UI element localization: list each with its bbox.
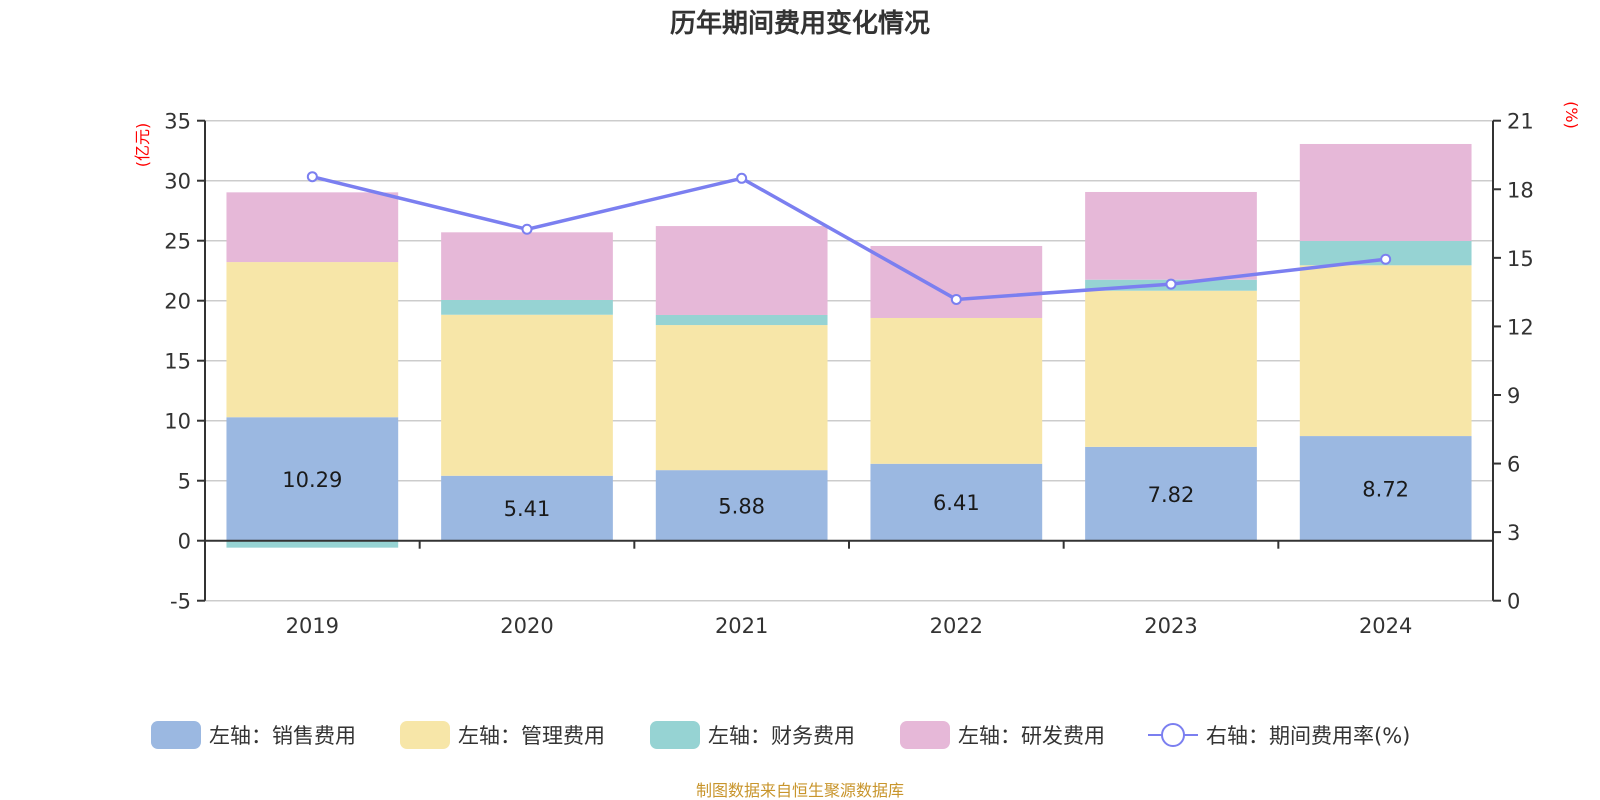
- left-axis-tick-label: 25: [164, 230, 191, 254]
- bar-segment-3-2020: [441, 299, 613, 315]
- rate-point: [1165, 278, 1177, 290]
- source-footer: 制图数据来自恒生聚源数据库: [696, 781, 904, 800]
- x-axis-tick-label: 2023: [1144, 614, 1197, 638]
- right-axis-tick-label: 15: [1507, 247, 1534, 271]
- legend-item[interactable]: 左轴：管理费用: [400, 721, 605, 749]
- legend-item[interactable]: 右轴：期间费用率(%): [1148, 723, 1410, 748]
- right-axis-tick-label: 6: [1507, 453, 1520, 477]
- bar-segment-4-2023: [1085, 191, 1257, 280]
- bar-segment-4-2020: [441, 232, 613, 300]
- bar-segment-4-2021: [655, 226, 828, 315]
- bar-segment-2-2023: [1085, 290, 1257, 447]
- left-axis-tick-label: 15: [164, 350, 191, 374]
- x-axis-tick-label: 2021: [715, 614, 768, 638]
- right-axis-tick-label: 18: [1507, 178, 1534, 202]
- rate-line-path: [311, 175, 1386, 302]
- bar-segment-2-2019: [226, 262, 399, 418]
- bar-segment-1-2021: [655, 470, 828, 541]
- bar-segment-1-2022: [870, 463, 1043, 541]
- x-axis-tick-label: 2024: [1359, 614, 1412, 638]
- x-axis-tick-label: 2020: [500, 614, 553, 638]
- bar-segment-3-2019: [226, 540, 399, 548]
- rate-line: [306, 171, 1392, 305]
- data-labels: 10.29 5.41 5.88 6.41 7.82 8.72: [282, 468, 1409, 521]
- axes: -5 0 5 10 15 20 25 30 35 0 3 6 9 12 15 18 21 2019 2020 2021…: [164, 110, 1533, 638]
- left-axis-name: (亿元): [133, 123, 152, 168]
- bar-segment-1-2020: [441, 475, 613, 541]
- legend-label: 左轴：研发费用: [958, 724, 1105, 748]
- left-axis-tick-label: 30: [164, 170, 191, 194]
- bar-segment-3-2021: [655, 314, 828, 326]
- legend-item[interactable]: 左轴：销售费用: [151, 721, 356, 749]
- left-axis-tick-label: -5: [170, 590, 191, 614]
- chart-title: 历年期间费用变化情况: [670, 8, 930, 39]
- left-axis-tick-label: 5: [178, 470, 191, 494]
- right-axis-tick-label: 3: [1507, 521, 1520, 545]
- data-label: 5.41: [504, 497, 551, 521]
- bar-segment-4-2022: [870, 245, 1043, 318]
- legend-label: 左轴：管理费用: [458, 724, 605, 748]
- bar-segment-4-2019: [226, 192, 399, 263]
- bars: [226, 143, 1472, 548]
- x-axis-tick-label: 2022: [930, 614, 983, 638]
- legend: 左轴：销售费用 左轴：管理费用 左轴：财务费用 左轴：研发费用 右轴：期间费用率(%): [151, 721, 1410, 749]
- rate-point: [950, 293, 962, 305]
- data-label: 6.41: [933, 491, 980, 515]
- data-label: 7.82: [1148, 483, 1195, 507]
- left-axis-tick-label: 35: [164, 110, 191, 134]
- rate-point: [736, 172, 748, 184]
- right-axis-tick-label: 0: [1507, 590, 1520, 614]
- legend-item[interactable]: 左轴：研发费用: [900, 721, 1105, 749]
- legend-label: 左轴：销售费用: [209, 724, 356, 748]
- bar-segment-4-2024: [1299, 143, 1472, 241]
- left-axis-tick-label: 0: [178, 530, 191, 554]
- right-axis-name: (%): [1562, 101, 1581, 129]
- right-axis-tick-label: 12: [1507, 315, 1534, 339]
- legend-swatch: [400, 721, 450, 749]
- legend-label: 左轴：财务费用: [708, 724, 855, 748]
- left-axis-tick-label: 20: [164, 290, 191, 314]
- right-axis-tick-label: 9: [1507, 384, 1520, 408]
- legend-circle-icon: [1161, 723, 1185, 747]
- legend-swatch: [151, 721, 201, 749]
- bar-segment-1-2024: [1299, 436, 1472, 541]
- bar-segment-1-2019: [226, 417, 399, 541]
- rate-point: [1380, 253, 1392, 265]
- left-axis-tick-label: 10: [164, 410, 191, 434]
- legend-swatch: [650, 721, 700, 749]
- x-axis-tick-label: 2019: [286, 614, 339, 638]
- legend-label: 右轴：期间费用率(%): [1206, 724, 1410, 748]
- data-label: 10.29: [282, 468, 342, 492]
- data-label: 8.72: [1362, 477, 1409, 501]
- bar-segment-2-2021: [655, 325, 828, 471]
- rate-point: [521, 223, 533, 235]
- right-axis-tick-label: 21: [1507, 110, 1534, 134]
- bar-segment-2-2022: [870, 317, 1043, 464]
- bar-segment-1-2023: [1085, 446, 1257, 541]
- bar-segment-2-2024: [1299, 265, 1472, 437]
- legend-swatch: [900, 721, 950, 749]
- rate-point: [306, 171, 318, 183]
- data-label: 5.88: [718, 494, 765, 518]
- bar-segment-2-2020: [441, 314, 613, 476]
- legend-item[interactable]: 左轴：财务费用: [650, 721, 855, 749]
